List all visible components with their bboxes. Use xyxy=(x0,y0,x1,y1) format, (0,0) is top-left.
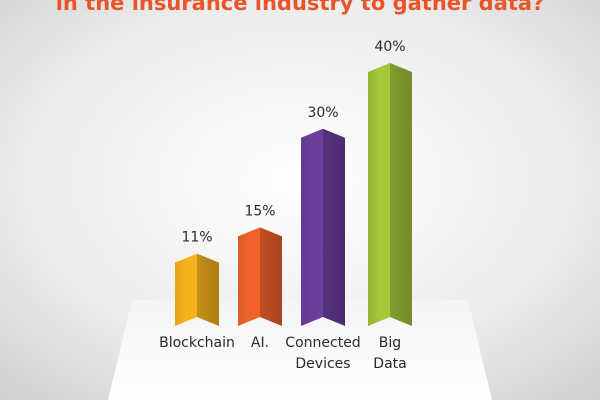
x-tick-label: Big Data xyxy=(373,335,407,372)
bar xyxy=(238,227,282,326)
x-tick-label: Blockchain xyxy=(159,335,235,351)
platform xyxy=(108,300,492,400)
chart-title: in the insurance industry to gather data… xyxy=(56,0,545,15)
x-tick-label: AI. xyxy=(250,335,270,351)
bar xyxy=(368,63,412,326)
value-label: 11% xyxy=(181,230,212,246)
x-tick-label: Connected Devices xyxy=(285,335,361,372)
value-label: 30% xyxy=(307,105,338,121)
value-label: 40% xyxy=(374,39,405,55)
bar xyxy=(175,253,219,326)
bar xyxy=(301,128,345,326)
value-label: 15% xyxy=(244,203,275,219)
